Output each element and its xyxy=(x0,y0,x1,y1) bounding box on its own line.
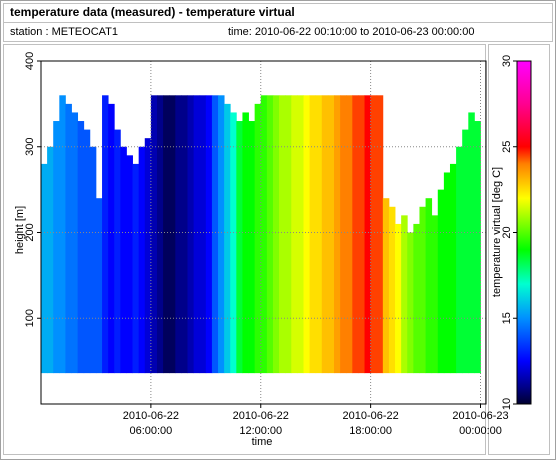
station: station : METEOCAT1 xyxy=(10,26,118,38)
heat-cell xyxy=(126,155,133,374)
heat-cell xyxy=(59,95,66,374)
heat-cell xyxy=(218,95,225,374)
heat-cell xyxy=(327,95,335,374)
heat-cell xyxy=(163,95,170,374)
x-tick-label: 2010-06-22 18:00:00 xyxy=(342,410,398,437)
heat-cell xyxy=(47,146,54,374)
heat-cell xyxy=(407,232,414,374)
heat-cell xyxy=(89,146,97,374)
heat-cell xyxy=(352,95,359,374)
colorbar-tick-label: 20 xyxy=(501,226,513,238)
y-tick-label: 200 xyxy=(24,223,36,241)
heat-cell xyxy=(395,223,402,374)
plot-frame xyxy=(40,60,487,405)
heat-cell xyxy=(144,138,152,374)
heat-cell xyxy=(242,112,249,374)
heat-cell xyxy=(260,95,268,374)
heat-cell xyxy=(236,121,243,374)
x-axis-label: time xyxy=(252,436,273,448)
heat-cell xyxy=(303,95,310,374)
heat-cell xyxy=(474,121,481,374)
heat-cell xyxy=(187,95,195,374)
colorbar-label: temperature virtual [deg C] xyxy=(491,167,503,297)
heat-cell xyxy=(297,95,304,374)
heat-cell xyxy=(468,112,475,374)
heat-cell xyxy=(138,146,146,374)
heat-cell xyxy=(211,95,219,374)
x-tick-label: 2010-06-23 00:00:00 xyxy=(452,410,508,437)
heat-cell xyxy=(248,121,256,374)
heat-cell xyxy=(370,95,378,374)
heat-cell xyxy=(193,95,201,374)
heat-cell xyxy=(291,95,298,374)
colorbar-tick-label: 30 xyxy=(501,55,513,67)
heat-cell xyxy=(462,129,469,374)
heat-cell xyxy=(181,95,188,374)
colorbar-tick-label: 25 xyxy=(501,141,513,153)
heat-cell xyxy=(334,95,341,374)
heat-cell xyxy=(364,95,372,374)
title: temperature data (measured) - temperatur… xyxy=(10,5,295,19)
heat-cell xyxy=(376,95,384,374)
y-axis-label: height [m] xyxy=(14,206,26,254)
heat-cell xyxy=(449,163,457,374)
heat-cell xyxy=(224,103,231,374)
y-tick-label: 300 xyxy=(24,138,36,156)
heat-cell xyxy=(388,206,396,374)
heat-cell xyxy=(114,129,121,374)
heat-cell xyxy=(340,95,347,374)
heat-cell xyxy=(169,95,176,374)
heat-cell xyxy=(230,112,237,374)
heat-cell xyxy=(309,95,317,374)
heat-cell xyxy=(419,206,426,374)
heat-cell xyxy=(199,95,207,374)
heat-cell xyxy=(443,172,451,374)
heat-cell xyxy=(120,146,127,374)
y-tick-label: 400 xyxy=(24,52,36,70)
colorbar xyxy=(516,60,532,405)
heat-cell xyxy=(175,95,182,374)
colorbar-tick-label: 15 xyxy=(501,312,513,324)
heat-cell xyxy=(431,215,439,374)
colorbar-tick-label: 10 xyxy=(501,398,513,410)
heat-cell xyxy=(321,95,329,374)
heat-cell xyxy=(254,103,262,374)
heat-cell xyxy=(382,198,390,374)
heat-cell xyxy=(65,103,72,374)
heat-cell xyxy=(425,198,433,374)
heat-cell xyxy=(437,189,445,374)
y-tick-label: 100 xyxy=(24,309,36,327)
heat-cell xyxy=(358,95,365,374)
info-row xyxy=(3,22,553,42)
heat-cell xyxy=(346,95,353,374)
heat-cell xyxy=(53,121,60,374)
heat-cell xyxy=(108,103,115,374)
heat-cell xyxy=(205,95,213,374)
heat-cell xyxy=(102,95,109,374)
heat-cell xyxy=(279,95,286,374)
heat-cell xyxy=(315,95,323,374)
heat-cell xyxy=(41,163,48,374)
heat-cell xyxy=(401,215,408,374)
heat-cell xyxy=(77,121,85,374)
time-range: time: 2010-06-22 00:10:00 to 2010-06-23 … xyxy=(228,26,474,38)
heat-cell xyxy=(83,129,91,374)
heat-cell xyxy=(456,146,463,374)
heat-cell xyxy=(156,95,164,374)
heat-cell xyxy=(285,95,292,374)
heat-cell xyxy=(71,112,79,374)
x-tick-label: 2010-06-22 06:00:00 xyxy=(123,410,179,437)
heat-cell xyxy=(150,95,158,374)
heat-cell xyxy=(272,95,280,374)
heat-cell xyxy=(132,163,140,374)
x-tick-label: 2010-06-22 12:00:00 xyxy=(233,410,289,437)
heat-cell xyxy=(413,223,420,374)
heat-cell xyxy=(95,198,103,374)
heat-cell xyxy=(266,95,274,374)
